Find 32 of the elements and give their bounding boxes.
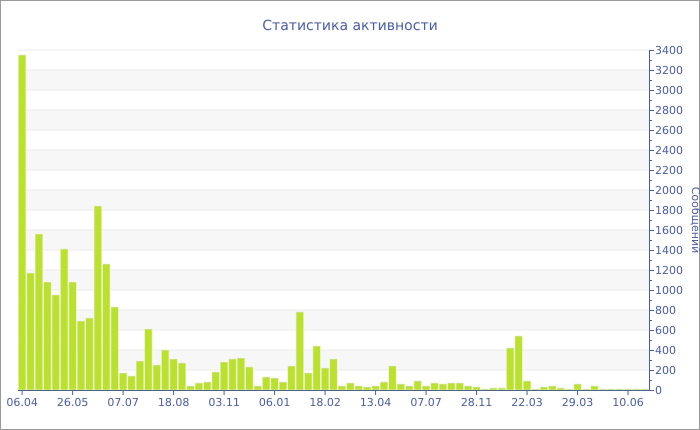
x-tick-label: 26.05 [56, 396, 88, 409]
y-tick-label: 3200 [655, 64, 683, 77]
y-tick-label: 800 [655, 304, 676, 317]
x-tick-label: 06.04 [6, 396, 38, 409]
x-tick-label: 28.11 [460, 396, 492, 409]
x-tick-label: 13.04 [360, 396, 392, 409]
y-tick-label: 600 [655, 324, 676, 337]
chart-title: Статистика активности [262, 18, 438, 34]
x-tick-label: 18.02 [309, 396, 341, 409]
x-tick-label: 10.06 [612, 396, 644, 409]
y-tick-label: 1600 [655, 224, 683, 237]
x-tick-label: 22.03 [511, 396, 543, 409]
y-tick-label: 1400 [655, 244, 683, 257]
y-tick-label: 2600 [655, 124, 683, 137]
y-tick-label: 1800 [655, 204, 683, 217]
y-tick-label: 2400 [655, 144, 683, 157]
x-tick-label: 06.01 [258, 396, 290, 409]
y-tick-label: 200 [655, 364, 676, 377]
y-tick-label: 0 [655, 384, 662, 397]
y-tick-label: 1000 [655, 284, 683, 297]
x-tick-label: 07.07 [410, 396, 442, 409]
y-tick-label: 3400 [655, 44, 683, 57]
x-tick-label: 29.03 [562, 396, 594, 409]
x-tick-label: 18.08 [158, 396, 190, 409]
y-tick-label: 400 [655, 344, 676, 357]
y-tick-label: 2800 [655, 104, 683, 117]
x-tick-label: 03.11 [208, 396, 240, 409]
y-tick-label: 2000 [655, 184, 683, 197]
x-tick-label: 07.07 [107, 396, 139, 409]
y-tick-label: 3000 [655, 84, 683, 97]
y-tick-label: 2200 [655, 164, 683, 177]
y-tick-label: 1200 [655, 264, 683, 277]
